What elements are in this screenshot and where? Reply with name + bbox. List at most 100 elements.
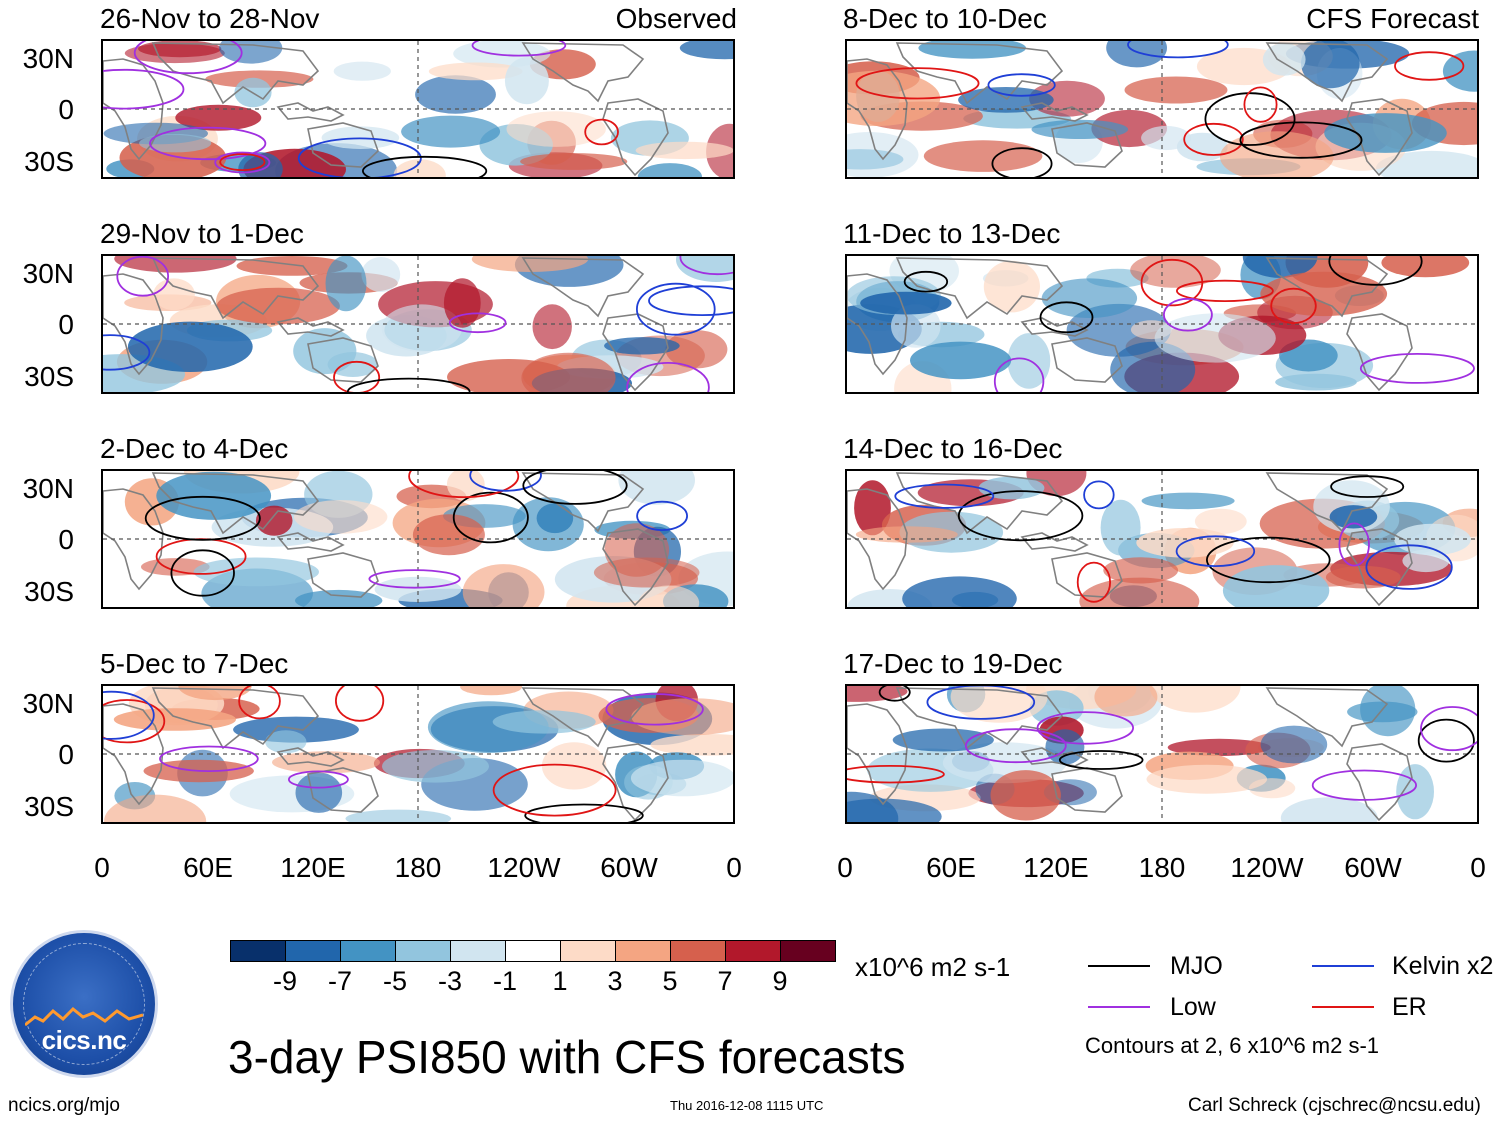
colorbar-tick: 5 xyxy=(662,966,678,996)
negative-anomaly xyxy=(1280,797,1378,822)
map-panel-7 xyxy=(845,469,1479,609)
colorbar-swatch xyxy=(780,940,836,962)
er-contour xyxy=(1183,122,1244,156)
negative-anomaly xyxy=(381,304,462,352)
mjo-contour xyxy=(878,686,911,702)
low-contour xyxy=(133,41,243,75)
negative-anomaly xyxy=(1260,725,1328,764)
anomaly-field xyxy=(847,41,1477,177)
footer-author: Carl Schreck (cjschrec@ncsu.edu) xyxy=(1188,1095,1481,1116)
panel-title-3: 2-Dec to 4-Dec xyxy=(100,433,289,464)
coastline xyxy=(1265,257,1389,318)
kelvin-contour xyxy=(469,471,542,492)
colorbar-tick: 9 xyxy=(772,966,788,996)
footer-url: ncics.org/mjo xyxy=(8,1095,120,1116)
panel-title-5: 8-Dec to 10-Dec xyxy=(843,3,1047,34)
map-plot xyxy=(847,686,1477,822)
colorbar-swatch xyxy=(230,940,286,962)
coastline xyxy=(521,42,645,103)
kelvin-contour xyxy=(894,483,995,509)
positive-anomaly xyxy=(460,686,523,696)
negative-anomaly xyxy=(604,337,680,355)
map-panel-4 xyxy=(101,684,735,824)
kelvin-contour xyxy=(926,686,1036,720)
lon-label: 0 xyxy=(94,852,110,883)
coastline xyxy=(276,747,345,767)
kelvin-contour xyxy=(987,73,1056,97)
positive-anomaly xyxy=(1124,76,1228,104)
lat-label-eq: 0 xyxy=(58,309,74,340)
low-contour xyxy=(605,693,704,726)
coastline xyxy=(1346,313,1413,392)
logo-ring xyxy=(23,943,145,1065)
lat-label-30n: 30N xyxy=(22,43,74,74)
cics-logo: cics.nc xyxy=(10,930,158,1078)
negative-anomaly xyxy=(345,809,452,822)
coastline xyxy=(151,257,320,320)
lon-label: 0 xyxy=(1470,852,1486,883)
logo-text: cics.nc xyxy=(41,1025,127,1055)
mjo-contour xyxy=(452,491,529,544)
negative-anomaly xyxy=(1154,313,1276,363)
coastline xyxy=(103,488,164,591)
negative-anomaly xyxy=(1041,278,1138,318)
positive-anomaly xyxy=(1149,686,1241,713)
er-line-swatch xyxy=(1312,1006,1374,1008)
coastline xyxy=(1020,102,1089,122)
negative-anomaly xyxy=(504,57,549,105)
positive-anomaly xyxy=(847,70,941,126)
er-contour xyxy=(408,471,520,498)
panel-title-8: 17-Dec to 19-Dec xyxy=(843,648,1063,679)
colorbar-tick: 1 xyxy=(552,966,568,996)
mjo-contour xyxy=(1039,301,1094,334)
low-contour xyxy=(1036,711,1134,745)
mjo-contour xyxy=(362,155,488,177)
figure-title: 3-day PSI850 with CFS forecasts xyxy=(228,1031,906,1083)
mountain-icon xyxy=(25,1006,143,1027)
observed-label: Observed xyxy=(615,3,737,34)
positive-anomaly xyxy=(1381,256,1470,278)
negative-anomaly xyxy=(1262,43,1306,76)
coastline xyxy=(847,488,908,591)
er-contour xyxy=(333,360,381,392)
negative-anomaly xyxy=(415,75,496,114)
coastline xyxy=(307,552,379,598)
positive-anomaly xyxy=(1194,508,1247,535)
map-panel-6 xyxy=(845,254,1479,394)
panel-title-1: 26-Nov to 28-Nov xyxy=(100,3,320,34)
coastline xyxy=(276,317,345,337)
anomaly-field xyxy=(103,256,733,392)
lon-label: 60E xyxy=(183,852,233,883)
coastline xyxy=(151,472,320,535)
mjo-contour xyxy=(1058,750,1144,770)
map-panel-8 xyxy=(845,684,1479,824)
legend-kelvin: Kelvin x2 xyxy=(1392,952,1494,980)
colorbar-tick: -7 xyxy=(327,966,352,996)
lon-label: 60W xyxy=(600,852,658,883)
coastline xyxy=(151,687,320,750)
positive-anomaly xyxy=(294,500,388,534)
anomaly-field xyxy=(124,471,733,607)
colorbar-swatch xyxy=(670,940,726,962)
coastline xyxy=(1020,532,1089,552)
mjo-contour xyxy=(346,377,471,392)
negative-anomaly xyxy=(382,750,489,783)
er-contour xyxy=(492,763,617,817)
colorbar-swatch xyxy=(560,940,616,962)
panel-title-2: 29-Nov to 1-Dec xyxy=(100,218,304,249)
negative-anomaly xyxy=(1275,373,1357,391)
map-plot xyxy=(847,256,1477,392)
colorbar-tick: -5 xyxy=(382,966,407,996)
low-contour xyxy=(159,745,259,773)
coastline xyxy=(1265,42,1389,103)
coastline xyxy=(1346,98,1413,177)
mjo-contour xyxy=(991,147,1053,177)
positive-anomaly xyxy=(638,585,700,607)
coastline xyxy=(521,257,645,318)
negative-anomaly xyxy=(618,471,695,505)
negative-anomaly xyxy=(374,576,462,602)
negative-anomaly xyxy=(860,291,952,315)
positive-anomaly xyxy=(1079,577,1200,607)
low-contour xyxy=(116,256,169,297)
